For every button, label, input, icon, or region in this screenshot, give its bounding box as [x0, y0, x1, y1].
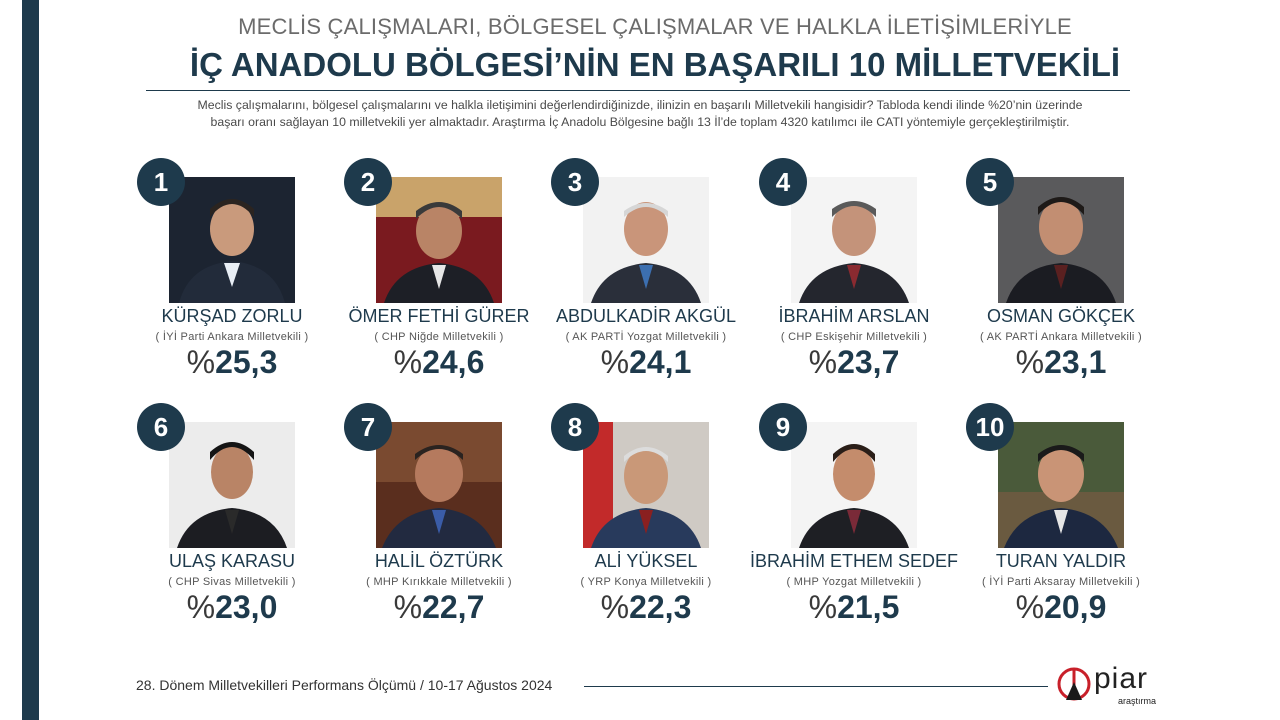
candidate-photo [791, 177, 917, 303]
candidate-percentage: %25,3 [127, 344, 337, 381]
percent-sign: % [1015, 589, 1045, 625]
percent-sign: % [186, 344, 216, 380]
candidate-name: TURAN YALDIR [995, 551, 1127, 571]
header-subtitle: MECLİS ÇALIŞMALARI, BÖLGESEL ÇALIŞMALAR … [238, 14, 1072, 39]
percent-sign: % [393, 589, 423, 625]
rank-badge: 4 [759, 158, 807, 206]
candidate-photo [169, 177, 295, 303]
intro-line-1: Meclis çalışmalarını, bölgesel çalışmala… [197, 98, 1083, 112]
candidate-name: İBRAHİM ETHEM SEDEF [749, 551, 959, 571]
candidate-party: ( İYİ Parti Aksaray Milletvekili ) [981, 576, 1141, 588]
candidate-photo [791, 422, 917, 548]
rank-badge: 10 [966, 403, 1014, 451]
candidate-card: 8 ALİ YÜKSEL ( YRP Konya Milletvekili ) … [541, 403, 751, 625]
header-divider [146, 90, 1130, 91]
rank-badge: 5 [966, 158, 1014, 206]
piar-logo-icon [1057, 667, 1091, 701]
candidate-card: 6 ULAŞ KARASU ( CHP Sivas Milletvekili )… [127, 403, 337, 625]
candidate-photo [169, 422, 295, 548]
candidate-card: 3 ABDULKADİR AKGÜL ( AK PARTİ Yozgat Mil… [541, 158, 751, 380]
logo-subtitle: araştırma [1118, 696, 1157, 706]
candidate-party: ( MHP Kırıkkale Milletvekili ) [366, 576, 512, 588]
candidate-card: 9 İBRAHİM ETHEM SEDEF ( MHP Yozgat Mille… [749, 403, 959, 625]
percent-sign: % [808, 589, 838, 625]
rank-badge: 3 [551, 158, 599, 206]
candidate-percentage: %23,0 [127, 589, 337, 626]
candidate-card: 2 ÖMER FETHİ GÜRER ( CHP Niğde Milletvek… [334, 158, 544, 380]
candidate-percentage: %23,1 [956, 344, 1166, 381]
candidate-photo [376, 422, 502, 548]
rank-badge: 1 [137, 158, 185, 206]
rank-badge: 6 [137, 403, 185, 451]
percentage-value: 24,1 [629, 344, 692, 380]
percentage-value: 20,9 [1044, 589, 1107, 625]
footer-divider [584, 686, 1048, 687]
candidate-name: OSMAN GÖKÇEK [986, 306, 1136, 326]
candidate-party: ( AK PARTİ Ankara Milletvekili ) [979, 331, 1142, 343]
candidate-card: 1 KÜRŞAD ZORLU ( İYİ Parti Ankara Millet… [127, 158, 337, 380]
candidate-percentage: %23,7 [749, 344, 959, 381]
candidate-percentage: %22,7 [334, 589, 544, 626]
candidate-name: HALİL ÖZTÜRK [374, 551, 504, 571]
candidate-name: ALİ YÜKSEL [594, 551, 698, 571]
candidate-party: ( AK PARTİ Yozgat Milletvekili ) [565, 331, 727, 343]
candidate-photo [998, 177, 1124, 303]
percent-sign: % [1015, 344, 1045, 380]
candidate-photo [583, 422, 709, 548]
percentage-value: 23,7 [837, 344, 900, 380]
candidate-card: 7 HALİL ÖZTÜRK ( MHP Kırıkkale Milletvek… [334, 403, 544, 625]
candidate-party: ( CHP Eskişehir Milletvekili ) [780, 331, 928, 343]
candidate-percentage: %24,6 [334, 344, 544, 381]
candidate-name: ÖMER FETHİ GÜRER [348, 306, 530, 326]
percent-sign: % [600, 344, 630, 380]
candidate-party: ( YRP Konya Milletvekili ) [580, 576, 712, 588]
candidate-percentage: %20,9 [956, 589, 1166, 626]
logo-word: piar [1094, 662, 1149, 695]
percentage-value: 22,7 [422, 589, 485, 625]
percent-sign: % [393, 344, 423, 380]
candidate-photo [583, 177, 709, 303]
candidate-name: İBRAHİM ARSLAN [778, 306, 930, 326]
rank-badge: 2 [344, 158, 392, 206]
percent-sign: % [808, 344, 838, 380]
percent-sign: % [600, 589, 630, 625]
candidate-percentage: %24,1 [541, 344, 751, 381]
candidate-party: ( CHP Niğde Milletvekili ) [374, 331, 504, 343]
candidate-card: 10 TURAN YALDIR ( İYİ Parti Aksaray Mill… [956, 403, 1166, 625]
candidate-party: ( CHP Sivas Milletvekili ) [168, 576, 296, 588]
candidate-photo [998, 422, 1124, 548]
piar-logo: piar araştırma [1054, 662, 1174, 708]
candidate-percentage: %22,3 [541, 589, 751, 626]
candidate-card: 5 OSMAN GÖKÇEK ( AK PARTİ Ankara Milletv… [956, 158, 1166, 380]
percent-sign: % [186, 589, 216, 625]
candidate-party: ( MHP Yozgat Milletvekili ) [786, 576, 922, 588]
footer-caption: 28. Dönem Milletvekilleri Performans Ölç… [136, 677, 553, 693]
percentage-value: 23,1 [1044, 344, 1107, 380]
rank-badge: 8 [551, 403, 599, 451]
rank-badge: 9 [759, 403, 807, 451]
intro-line-2: başarı oranı sağlayan 10 milletvekili ye… [210, 115, 1070, 129]
percentage-value: 22,3 [629, 589, 692, 625]
percentage-value: 24,6 [422, 344, 485, 380]
rank-badge: 7 [344, 403, 392, 451]
side-accent-bar [22, 0, 39, 720]
candidate-party: ( İYİ Parti Ankara Milletvekili ) [155, 331, 309, 343]
candidate-name: KÜRŞAD ZORLU [161, 306, 303, 326]
page-title: İÇ ANADOLU BÖLGESİ’NİN EN BAŞARILI 10 Mİ… [189, 46, 1121, 83]
percentage-value: 23,0 [215, 589, 278, 625]
percentage-value: 25,3 [215, 344, 278, 380]
candidate-photo [376, 177, 502, 303]
intro-text: Meclis çalışmalarını, bölgesel çalışmala… [140, 97, 1140, 131]
percentage-value: 21,5 [837, 589, 900, 625]
candidate-name: ULAŞ KARASU [168, 551, 296, 571]
candidate-name: ABDULKADİR AKGÜL [555, 306, 737, 326]
candidate-card: 4 İBRAHİM ARSLAN ( CHP Eskişehir Milletv… [749, 158, 959, 380]
candidate-percentage: %21,5 [749, 589, 959, 626]
